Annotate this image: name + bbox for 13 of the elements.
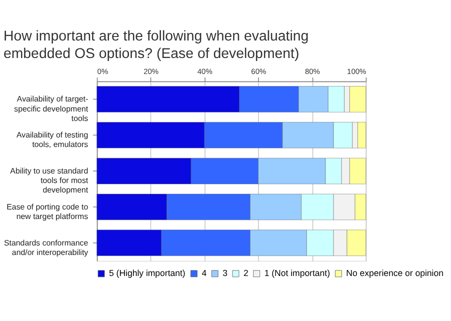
legend-label: No experience or opinion xyxy=(346,268,444,278)
legend-label: 5 (Highly important) xyxy=(108,268,186,278)
legend-label: 1 (Not important) xyxy=(264,268,330,278)
legend-label: 2 xyxy=(243,268,248,278)
x-tick-label: 40% xyxy=(197,67,213,76)
x-tick-label: 100% xyxy=(347,67,367,76)
legend-label: 4 xyxy=(202,268,207,278)
legend-label: 3 xyxy=(222,268,228,278)
x-tick-label: 20% xyxy=(144,67,159,76)
x-tick-label: 0% xyxy=(97,67,108,76)
chart-title: How important are the following when evaluating embedded OS options? (Ease of development) xyxy=(3,28,309,62)
x-tick-label: 60% xyxy=(251,67,266,76)
x-tick-label: 80% xyxy=(304,67,320,76)
